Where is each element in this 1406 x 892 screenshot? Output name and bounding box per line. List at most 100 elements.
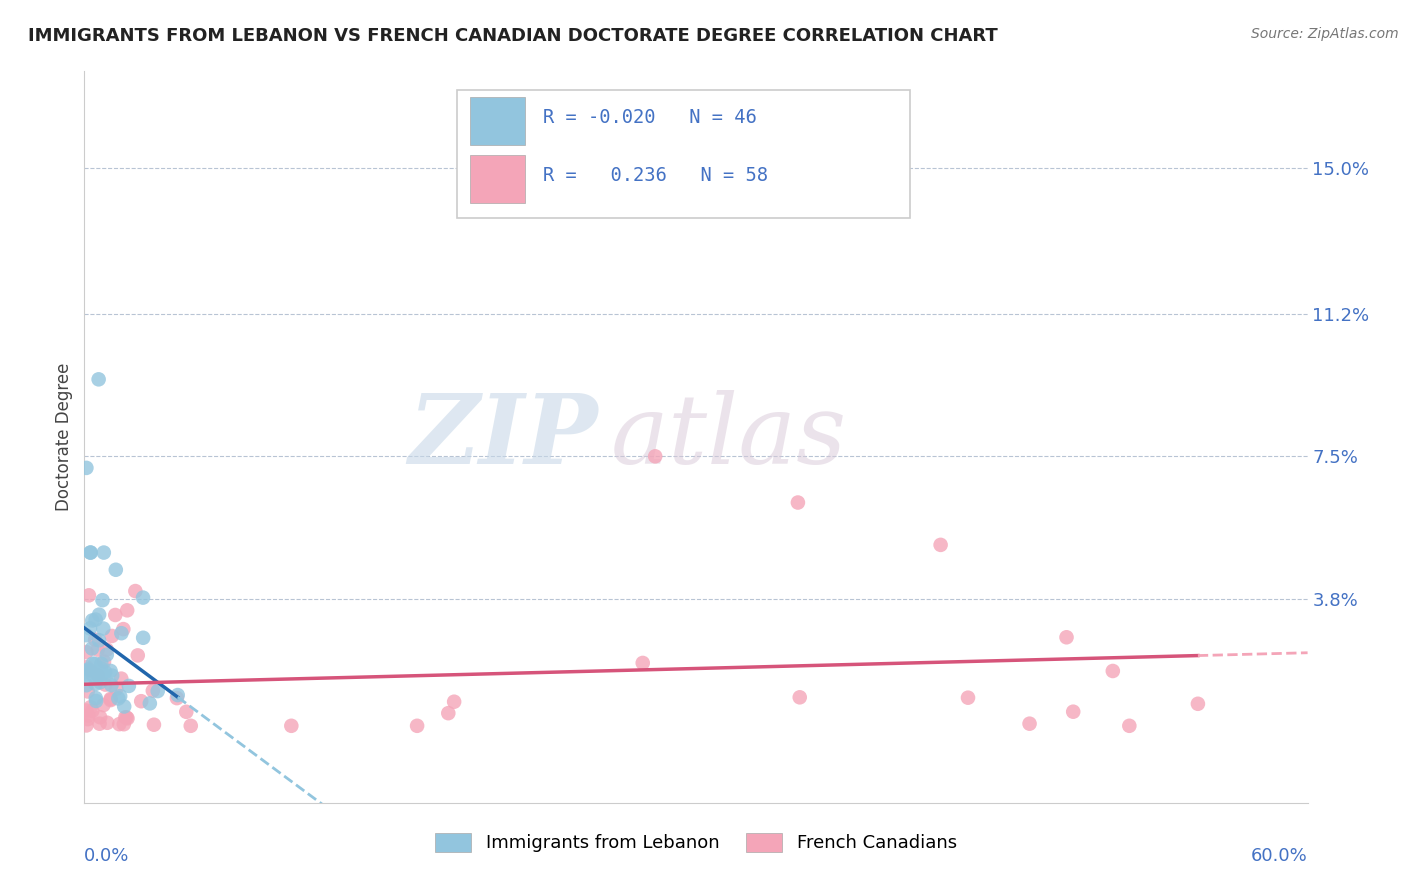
Point	[105, 681, 128, 696]
Point	[1018, 716, 1040, 731]
Point	[1101, 664, 1123, 678]
Point	[789, 690, 811, 705]
Text: IMMIGRANTS FROM LEBANON VS FRENCH CANADIAN DOCTORATE DEGREE CORRELATION CHART: IMMIGRANTS FROM LEBANON VS FRENCH CANADI…	[28, 27, 998, 45]
Point	[90, 661, 112, 675]
Point	[93, 545, 115, 559]
Text: R =   0.236   N = 58: R = 0.236 N = 58	[543, 167, 768, 186]
Point	[75, 660, 97, 674]
Point	[100, 692, 122, 706]
Point	[787, 495, 810, 509]
Point	[115, 710, 138, 724]
Point	[437, 706, 460, 721]
Point	[129, 694, 152, 708]
Point	[104, 607, 127, 622]
Point	[280, 719, 302, 733]
Point	[87, 607, 110, 622]
Point	[110, 626, 132, 640]
Text: 60.0%: 60.0%	[1251, 847, 1308, 864]
Legend: Immigrants from Lebanon, French Canadians: Immigrants from Lebanon, French Canadian…	[427, 826, 965, 860]
Point	[84, 694, 107, 708]
Point	[77, 708, 100, 723]
Point	[87, 669, 110, 683]
Point	[75, 628, 97, 642]
Point	[146, 684, 169, 698]
Point	[75, 704, 97, 718]
Point	[100, 664, 122, 678]
Point	[79, 700, 101, 714]
Point	[84, 632, 107, 647]
Point	[101, 629, 124, 643]
Point	[82, 657, 104, 671]
Point	[108, 717, 131, 731]
Point	[406, 719, 429, 733]
Point	[89, 710, 111, 724]
Point	[142, 717, 165, 731]
Point	[1062, 705, 1084, 719]
Point	[100, 678, 122, 692]
Point	[87, 372, 110, 386]
Point	[174, 705, 197, 719]
Point	[112, 717, 135, 731]
Point	[100, 693, 122, 707]
Point	[76, 663, 98, 677]
Point	[76, 712, 98, 726]
Point	[1187, 697, 1209, 711]
Point	[87, 633, 110, 648]
Point	[101, 668, 124, 682]
Point	[132, 631, 155, 645]
Point	[112, 622, 135, 636]
Point	[90, 657, 112, 671]
Point	[80, 641, 103, 656]
Point	[89, 716, 111, 731]
Point	[94, 665, 117, 680]
Point	[96, 715, 118, 730]
Point	[84, 691, 107, 706]
Point	[75, 461, 97, 475]
Point	[166, 691, 188, 706]
Point	[124, 584, 146, 599]
Point	[96, 642, 118, 657]
Point	[90, 668, 112, 682]
Point	[631, 656, 654, 670]
Point	[77, 588, 100, 602]
Point	[89, 675, 111, 690]
Point	[127, 648, 149, 663]
Point	[75, 645, 97, 659]
Point	[80, 545, 103, 559]
FancyBboxPatch shape	[457, 89, 910, 218]
Point	[82, 704, 104, 718]
Text: Source: ZipAtlas.com: Source: ZipAtlas.com	[1251, 27, 1399, 41]
Point	[115, 603, 138, 617]
Point	[84, 613, 107, 627]
Point	[75, 678, 97, 692]
Point	[75, 664, 97, 678]
FancyBboxPatch shape	[470, 155, 524, 203]
Point	[104, 563, 127, 577]
Point	[956, 690, 979, 705]
Point	[180, 719, 202, 733]
Point	[108, 689, 131, 703]
Point	[76, 684, 98, 698]
Point	[1118, 719, 1140, 733]
Point	[80, 664, 103, 678]
Point	[79, 621, 101, 635]
Point	[929, 538, 952, 552]
Text: ZIP: ZIP	[409, 390, 598, 484]
Point	[83, 668, 105, 682]
Point	[112, 699, 135, 714]
Point	[644, 450, 666, 464]
Point	[94, 677, 117, 691]
Point	[107, 691, 129, 706]
Point	[84, 677, 107, 691]
Point	[96, 648, 118, 662]
Point	[93, 655, 115, 669]
Point	[114, 710, 136, 724]
Point	[142, 683, 165, 698]
Text: 0.0%: 0.0%	[84, 847, 129, 864]
Point	[84, 657, 107, 671]
Text: atlas: atlas	[610, 390, 846, 484]
Point	[79, 545, 101, 559]
Point	[91, 622, 114, 636]
Point	[87, 668, 110, 682]
Point	[75, 718, 97, 732]
